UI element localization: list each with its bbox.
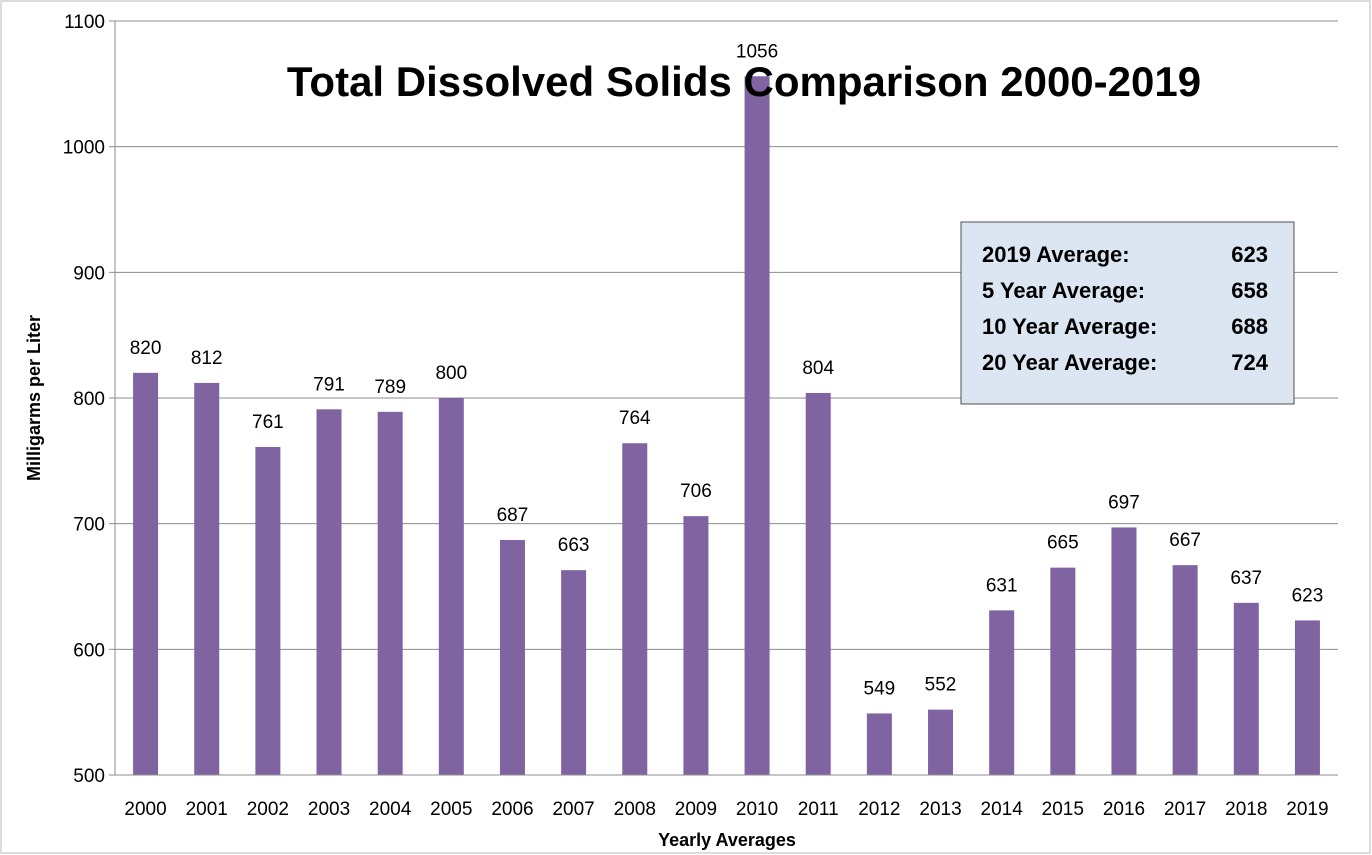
average-label: 20 Year Average:: [982, 350, 1157, 375]
x-tick-label-2010: 2010: [736, 799, 778, 820]
bar-2010: [744, 76, 770, 775]
y-tick-label: 500: [73, 766, 105, 787]
bar-2007: [561, 570, 587, 775]
data-label-2000: 820: [130, 338, 162, 359]
average-value: 658: [1231, 278, 1268, 303]
x-tick-label-2019: 2019: [1286, 799, 1328, 820]
bar-2000: [133, 372, 159, 775]
data-label-2007: 663: [558, 535, 590, 556]
bar-2019: [1294, 620, 1320, 775]
y-tick-label: 800: [73, 389, 105, 410]
data-label-2006: 687: [497, 505, 529, 526]
bar-2004: [377, 411, 403, 775]
y-tick-label: 600: [73, 640, 105, 661]
x-tick-label-2015: 2015: [1042, 799, 1084, 820]
data-label-2003: 791: [313, 374, 345, 395]
average-label: 2019 Average:: [982, 242, 1130, 267]
axes: 500 600 700 800 900 1000 1100 2000 2001 2002 2003 2…: [63, 12, 1338, 820]
data-label-2008: 764: [619, 408, 651, 429]
x-tick-label-2005: 2005: [430, 799, 472, 820]
x-tick-label-2006: 2006: [491, 799, 533, 820]
data-labels: 820 812 761 791 789 800 687 663 764 706 1056 804 549…: [130, 41, 1324, 699]
data-label-2009: 706: [680, 481, 712, 502]
x-tick-label-2017: 2017: [1164, 799, 1206, 820]
bar-2011: [805, 392, 831, 775]
x-tick-label-2004: 2004: [369, 799, 412, 820]
x-tick-label-2001: 2001: [186, 799, 228, 820]
bar-2005: [438, 398, 464, 775]
x-tick-label-2003: 2003: [308, 799, 350, 820]
chart-title: Total Dissolved Solids Comparison 2000-2…: [287, 58, 1201, 105]
bar-2001: [194, 382, 220, 775]
average-label: 5 Year Average:: [982, 278, 1145, 303]
bar-2018: [1233, 602, 1259, 775]
averages-box-background: [960, 221, 1295, 405]
average-value: 688: [1231, 314, 1268, 339]
data-label-2015: 665: [1047, 533, 1079, 554]
data-label-2016: 697: [1108, 492, 1140, 513]
bars: [133, 76, 1320, 775]
bar-2006: [499, 540, 525, 775]
average-value: 724: [1231, 350, 1268, 375]
data-label-2014: 631: [986, 575, 1018, 596]
x-axis-label: Yearly Averages: [658, 830, 796, 850]
x-tick-label-2000: 2000: [124, 799, 166, 820]
data-label-2001: 812: [191, 348, 223, 369]
data-label-2018: 637: [1230, 568, 1262, 589]
data-label-2011: 804: [802, 358, 834, 379]
y-tick-label: 700: [73, 515, 105, 536]
bar-2017: [1172, 565, 1198, 775]
y-tick-label: 1100: [64, 12, 105, 33]
bar-2009: [683, 516, 709, 775]
data-label-2017: 667: [1169, 530, 1201, 551]
x-tick-label-2002: 2002: [247, 799, 289, 820]
x-tick-label-2013: 2013: [919, 799, 961, 820]
y-tick-label: 900: [73, 263, 105, 284]
x-tick-label-2018: 2018: [1225, 799, 1267, 820]
bar-2002: [255, 447, 281, 775]
averages-box: 2019 Average: 623 5 Year Average: 658 10 Yea…: [960, 221, 1295, 405]
data-label-2010: 1056: [736, 41, 778, 62]
data-label-2013: 552: [925, 675, 957, 696]
bar-2015: [1050, 567, 1076, 775]
bar-2014: [989, 610, 1015, 775]
data-label-2005: 800: [435, 363, 467, 384]
y-axis-label: Milligarms per Liter: [24, 315, 44, 481]
average-value: 623: [1231, 242, 1268, 267]
bar-2008: [622, 443, 648, 775]
bar-2012: [866, 713, 892, 775]
y-tick-label: 1000: [63, 138, 105, 159]
x-tick-label-2007: 2007: [552, 799, 594, 820]
x-tick-label-2008: 2008: [614, 799, 656, 820]
bar-2013: [928, 709, 954, 775]
x-tick-label-2012: 2012: [858, 799, 900, 820]
data-label-2004: 789: [374, 377, 406, 398]
bar-2016: [1111, 527, 1137, 775]
x-tick-label-2016: 2016: [1103, 799, 1145, 820]
x-tick-label-2014: 2014: [981, 799, 1024, 820]
x-tick-label-2011: 2011: [798, 799, 839, 820]
x-tick-label-2009: 2009: [675, 799, 717, 820]
data-label-2002: 761: [252, 412, 284, 433]
data-label-2012: 549: [864, 678, 896, 699]
bar-2003: [316, 409, 342, 775]
average-label: 10 Year Average:: [982, 314, 1157, 339]
data-label-2019: 623: [1292, 585, 1324, 606]
